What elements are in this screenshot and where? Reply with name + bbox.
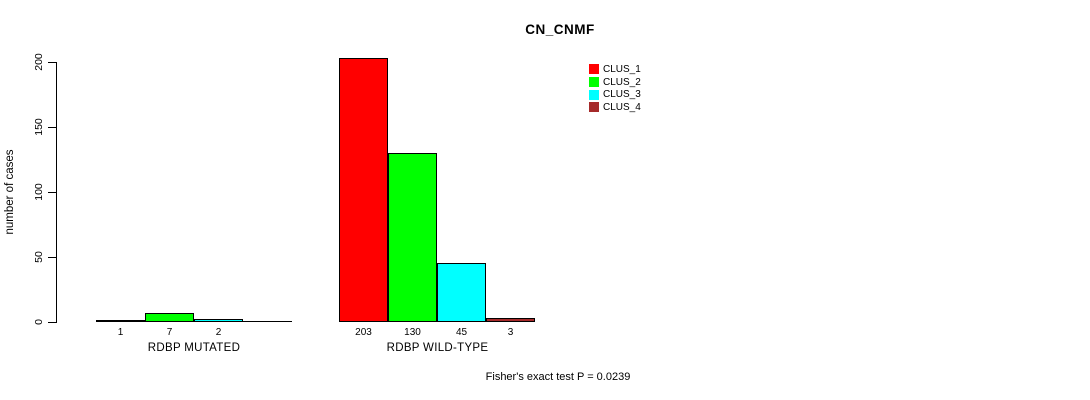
legend-label-clus-4: CLUS_4 xyxy=(603,101,641,113)
y-axis-tick-0 xyxy=(48,322,56,323)
bar-value-label-0-2: 2 xyxy=(215,327,222,338)
y-axis-tick-label-200: 200 xyxy=(33,53,45,71)
fisher-test-annotation: Fisher's exact test P = 0.0239 xyxy=(485,371,631,383)
y-axis-tick-150 xyxy=(48,127,56,128)
legend-label-clus-2: CLUS_2 xyxy=(603,76,641,88)
bar-clus_2-0 xyxy=(145,313,194,322)
y-axis-tick-200 xyxy=(48,62,56,63)
y-axis-tick-label-50: 50 xyxy=(33,251,45,263)
y-axis-tick-label-0: 0 xyxy=(33,319,45,325)
y-axis-tick-100 xyxy=(48,192,56,193)
y-axis-title: number of cases xyxy=(4,149,16,235)
legend-label-clus-3: CLUS_3 xyxy=(603,89,641,101)
legend-swatch-clus-1 xyxy=(589,64,599,75)
legend-item-clus-4: CLUS_4 xyxy=(589,101,641,114)
bar-value-label-1-3: 3 xyxy=(507,327,514,338)
bar-value-label-1-0: 203 xyxy=(355,327,372,338)
bar-value-label-0-0: 1 xyxy=(117,327,124,338)
legend: CLUS_1 CLUS_2 CLUS_3 CLUS_4 xyxy=(589,63,641,114)
bar-clus_3-0 xyxy=(194,319,243,322)
bar-clus_1-0 xyxy=(96,320,145,322)
legend-swatch-clus-2 xyxy=(589,77,599,88)
legend-item-clus-1: CLUS_1 xyxy=(589,63,641,76)
y-axis-tick-label-100: 100 xyxy=(33,183,45,201)
legend-item-clus-3: CLUS_3 xyxy=(589,88,641,101)
bar-value-label-0-1: 7 xyxy=(166,327,173,338)
bar-clus_3-1 xyxy=(437,263,486,322)
legend-item-clus-2: CLUS_2 xyxy=(589,76,641,89)
bar-clus_2-1 xyxy=(388,153,437,322)
bar-value-label-1-2: 45 xyxy=(455,327,468,338)
x-category-label-wild-type: RDBP WILD-TYPE xyxy=(386,342,489,354)
bar-clus_1-1 xyxy=(339,58,388,322)
y-axis-tick-label-150: 150 xyxy=(33,118,45,136)
bar-value-label-1-1: 130 xyxy=(404,327,421,338)
legend-label-clus-1: CLUS_1 xyxy=(603,63,641,75)
chart-title: CN_CNMF xyxy=(525,22,595,37)
y-axis-line xyxy=(56,62,57,323)
legend-swatch-clus-3 xyxy=(589,89,599,100)
x-category-label-mutated: RDBP MUTATED xyxy=(147,342,241,354)
bar-clus_4-1 xyxy=(486,318,535,322)
legend-swatch-clus-4 xyxy=(589,102,599,113)
y-axis-tick-50 xyxy=(48,257,56,258)
bar-clus_4-0-zero xyxy=(243,321,292,322)
